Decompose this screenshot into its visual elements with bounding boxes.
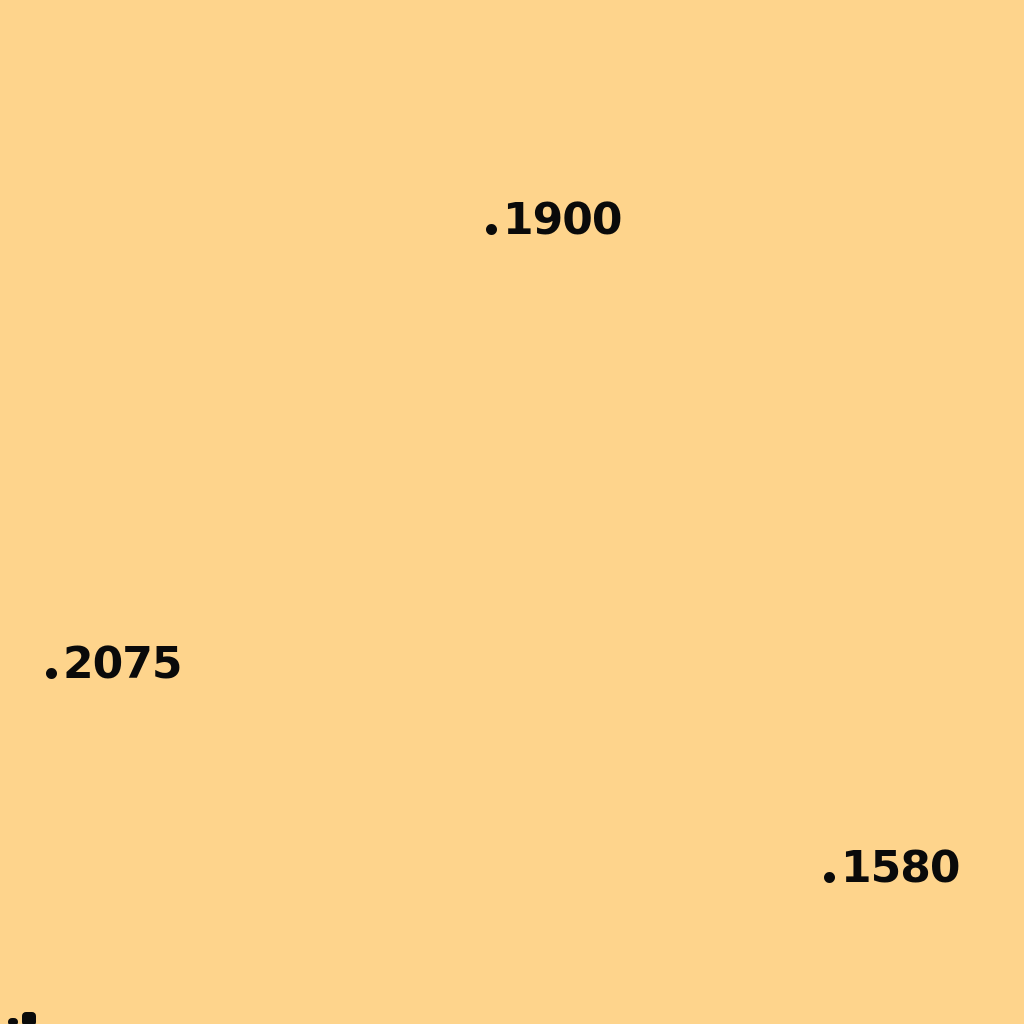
spot-height-label: 1580 [841, 842, 960, 893]
spot-height-marker: 2075 [46, 638, 182, 689]
spot-height-dot-icon [824, 872, 835, 883]
spot-height-label: 2075 [63, 638, 182, 689]
cut-off-map-symbol-icon [8, 1010, 38, 1024]
spot-height-dot-icon [46, 668, 57, 679]
spot-height-marker: 1900 [486, 194, 622, 245]
spot-height-dot-icon [486, 224, 497, 235]
spot-height-label: 1900 [503, 194, 622, 245]
spot-height-marker: 1580 [824, 842, 960, 893]
